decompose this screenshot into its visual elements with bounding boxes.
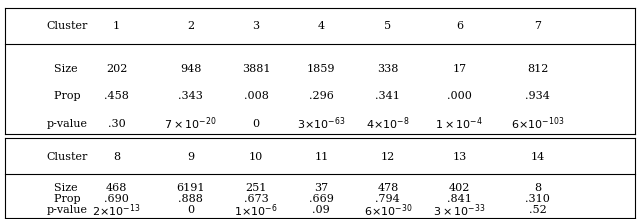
- Text: .09: .09: [312, 205, 330, 215]
- Text: .794: .794: [376, 194, 400, 204]
- Text: 3881: 3881: [242, 64, 270, 74]
- Text: 11: 11: [314, 152, 328, 162]
- Text: .310: .310: [525, 194, 550, 204]
- Text: p-value: p-value: [47, 205, 88, 215]
- Text: 478: 478: [377, 183, 399, 193]
- Text: 7: 7: [534, 21, 541, 31]
- Text: 948: 948: [180, 64, 202, 74]
- Text: 10: 10: [249, 152, 263, 162]
- Text: 1: 1: [113, 21, 120, 31]
- Text: Prop: Prop: [47, 194, 81, 204]
- Text: 1859: 1859: [307, 64, 335, 74]
- Text: .934: .934: [525, 91, 550, 101]
- Text: .000: .000: [447, 91, 472, 101]
- Text: .343: .343: [179, 91, 203, 101]
- Text: 251: 251: [245, 183, 267, 193]
- Text: 3: 3: [252, 21, 260, 31]
- Text: Prop: Prop: [47, 91, 81, 101]
- Text: $1 \times 10^{-4}$: $1 \times 10^{-4}$: [435, 115, 484, 132]
- Text: 0: 0: [252, 119, 260, 129]
- Text: .296: .296: [309, 91, 333, 101]
- Text: .30: .30: [108, 119, 125, 129]
- Text: $2{\times}10^{-13}$: $2{\times}10^{-13}$: [92, 202, 141, 219]
- Text: $1{\times}10^{-6}$: $1{\times}10^{-6}$: [234, 202, 278, 219]
- Text: $6{\times}10^{-30}$: $6{\times}10^{-30}$: [364, 202, 412, 219]
- Text: 0: 0: [187, 205, 195, 215]
- Text: .888: .888: [179, 194, 203, 204]
- Text: 5: 5: [384, 21, 392, 31]
- Text: 4: 4: [317, 21, 325, 31]
- Text: 338: 338: [377, 64, 399, 74]
- Text: Size: Size: [47, 183, 77, 193]
- Text: .841: .841: [447, 194, 472, 204]
- Text: 2: 2: [187, 21, 195, 31]
- Text: .008: .008: [244, 91, 268, 101]
- Text: $3 \times 10^{-33}$: $3 \times 10^{-33}$: [433, 202, 486, 219]
- Text: p-value: p-value: [47, 119, 88, 129]
- Text: 6: 6: [456, 21, 463, 31]
- Text: 812: 812: [527, 64, 548, 74]
- Text: Size: Size: [47, 64, 77, 74]
- Text: .673: .673: [244, 194, 268, 204]
- Text: $4{\times}10^{-8}$: $4{\times}10^{-8}$: [366, 115, 410, 132]
- Text: $6{\times}10^{-103}$: $6{\times}10^{-103}$: [511, 115, 564, 132]
- Text: .458: .458: [104, 91, 129, 101]
- Text: 202: 202: [106, 64, 127, 74]
- Text: 8: 8: [534, 183, 541, 193]
- Text: $7 \times 10^{-20}$: $7 \times 10^{-20}$: [164, 115, 217, 132]
- Text: 6191: 6191: [177, 183, 205, 193]
- Text: 37: 37: [314, 183, 328, 193]
- Text: .52: .52: [529, 205, 547, 215]
- Text: 402: 402: [449, 183, 470, 193]
- Text: 13: 13: [452, 152, 467, 162]
- Text: Cluster: Cluster: [47, 21, 88, 31]
- Text: 8: 8: [113, 152, 120, 162]
- Text: 17: 17: [452, 64, 467, 74]
- Text: 9: 9: [187, 152, 195, 162]
- Text: .690: .690: [104, 194, 129, 204]
- Text: 14: 14: [531, 152, 545, 162]
- Text: .669: .669: [309, 194, 333, 204]
- Text: 468: 468: [106, 183, 127, 193]
- Text: 12: 12: [381, 152, 395, 162]
- Text: $3{\times}10^{-63}$: $3{\times}10^{-63}$: [297, 115, 346, 132]
- Text: .341: .341: [376, 91, 400, 101]
- Text: Cluster: Cluster: [47, 152, 88, 162]
